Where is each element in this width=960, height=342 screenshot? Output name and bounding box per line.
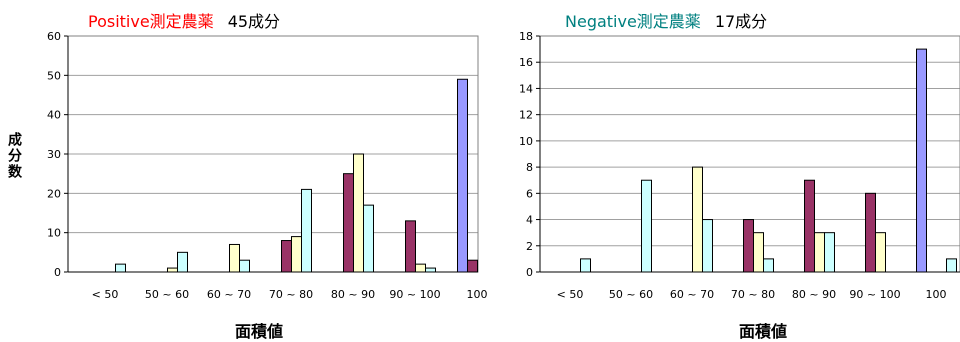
bar (824, 232, 835, 273)
y-tick-label: 2 (526, 240, 533, 253)
bar (702, 219, 713, 273)
bar (415, 263, 426, 273)
x-tick-label: 50 ~ 60 (609, 288, 653, 301)
bar (115, 263, 126, 273)
bar (865, 192, 876, 273)
chart-title: Positive測定農薬 45成分 (88, 8, 280, 32)
bar (363, 204, 374, 273)
bar (763, 258, 774, 273)
bar (177, 251, 188, 273)
chart-subtitle: 17成分 (714, 12, 768, 31)
x-tick-label: 70 ~ 80 (731, 288, 775, 301)
x-tick-label: 80 ~ 90 (331, 288, 375, 301)
bar (353, 153, 364, 273)
x-tick-label: < 50 (92, 288, 119, 301)
y-tick-label: 60 (47, 30, 61, 43)
y-tick-label: 20 (47, 187, 61, 200)
y-tick-label: 14 (519, 82, 533, 95)
y-tick-label: 30 (47, 148, 61, 161)
chart-plot: 0 10 20 30 40 50 60 < 50 50 ~ 60 60 ~ 70 70 ~ 80 80… (47, 30, 488, 301)
bar (916, 48, 927, 273)
bar (946, 258, 957, 273)
x-tick-label: < 50 (557, 288, 584, 301)
bar (814, 232, 825, 273)
bar (239, 259, 250, 273)
bar (457, 78, 468, 273)
bar (343, 173, 354, 273)
y-tick-label: 8 (526, 161, 533, 174)
y-tick-label: 10 (47, 227, 61, 240)
x-tick-label: 50 ~ 60 (145, 288, 189, 301)
y-tick-label: 0 (526, 266, 533, 279)
chart-positive: Positive測定農薬 45成分 成分数 面積値 0 10 20 30 40 50 60 < … (6, 8, 488, 341)
bar (875, 232, 886, 273)
x-tick-label: 60 ~ 70 (207, 288, 251, 301)
bar (167, 267, 178, 273)
y-tick-label: 10 (519, 135, 533, 148)
bar (753, 232, 764, 273)
bar (467, 259, 478, 273)
x-tick-label: 100 (926, 288, 947, 301)
bar (641, 179, 652, 273)
bar (229, 243, 240, 273)
chart-title-text: Negative測定農薬 (565, 12, 701, 31)
bar (743, 219, 754, 273)
bar (804, 179, 815, 273)
chart-title: Negative測定農薬 17成分 (565, 8, 767, 32)
y-tick-label: 12 (519, 109, 533, 122)
chart-plot: 0 2 4 6 8 10 12 14 16 18 < 50 50 ~ 60 60 ~ 70 70 ~ 80… (519, 30, 960, 301)
x-tick-label: 70 ~ 80 (269, 288, 313, 301)
x-tick-label: 100 (467, 288, 488, 301)
y-axis-label: 成分数 (6, 132, 22, 180)
chart-subtitle: 45成分 (227, 12, 281, 31)
bar (692, 166, 703, 273)
x-axis-label: 面積値 (235, 322, 284, 341)
bar (580, 258, 591, 273)
chart-title-text: Positive測定農薬 (88, 12, 214, 31)
y-tick-label: 40 (47, 109, 61, 122)
x-tick-label: 80 ~ 90 (792, 288, 836, 301)
bar (291, 236, 302, 273)
y-tick-label: 6 (526, 187, 533, 200)
y-tick-label: 16 (519, 56, 533, 69)
bar (301, 188, 312, 273)
x-tick-label: 90 ~ 100 (849, 288, 900, 301)
y-tick-label: 50 (47, 69, 61, 82)
bar (405, 220, 416, 273)
chart-negative: Negative測定農薬 17成分 面積値 0 2 4 6 8 10 12 14 16 18 < 50… (490, 0, 960, 342)
y-tick-label: 4 (526, 214, 533, 227)
x-tick-label: 60 ~ 70 (670, 288, 714, 301)
bar (281, 240, 292, 273)
bar (425, 267, 436, 273)
y-tick-label: 0 (54, 266, 61, 279)
x-axis-label: 面積値 (739, 322, 788, 341)
x-tick-label: 90 ~ 100 (389, 288, 440, 301)
y-tick-label: 18 (519, 30, 533, 43)
